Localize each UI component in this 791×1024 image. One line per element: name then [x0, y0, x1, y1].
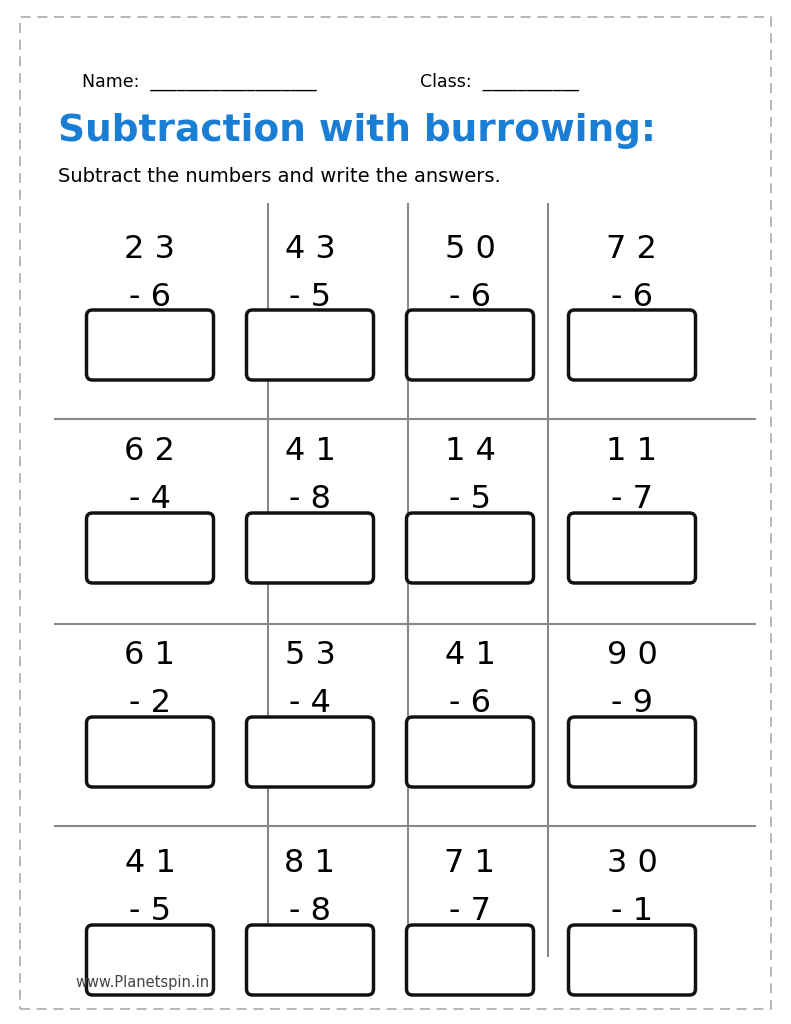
Text: 5 0: 5 0 [445, 233, 495, 264]
FancyBboxPatch shape [569, 925, 695, 995]
Text: - 9: - 9 [611, 688, 653, 720]
FancyBboxPatch shape [247, 717, 373, 787]
Text: 2 3: 2 3 [124, 233, 176, 264]
FancyBboxPatch shape [86, 925, 214, 995]
FancyBboxPatch shape [407, 310, 533, 380]
Text: 1 1: 1 1 [607, 436, 657, 468]
Text: 3 0: 3 0 [607, 849, 657, 880]
Text: Name:  ___________________: Name: ___________________ [82, 73, 316, 91]
Text: 1 4: 1 4 [445, 436, 495, 468]
Text: - 5: - 5 [129, 896, 171, 928]
FancyBboxPatch shape [407, 513, 533, 583]
Text: www.Planetspin.in: www.Planetspin.in [75, 975, 209, 989]
FancyBboxPatch shape [86, 513, 214, 583]
Text: Subtract the numbers and write the answers.: Subtract the numbers and write the answe… [58, 167, 501, 185]
Text: Class:  ___________: Class: ___________ [420, 73, 579, 91]
FancyBboxPatch shape [247, 513, 373, 583]
FancyBboxPatch shape [569, 513, 695, 583]
Text: - 8: - 8 [289, 484, 331, 515]
Text: Subtraction with burrowing:: Subtraction with burrowing: [58, 113, 656, 150]
FancyBboxPatch shape [407, 717, 533, 787]
Text: - 7: - 7 [449, 896, 491, 928]
Text: 9 0: 9 0 [607, 640, 657, 672]
Text: 6 2: 6 2 [124, 436, 176, 468]
Text: - 6: - 6 [129, 282, 171, 312]
Text: - 4: - 4 [129, 484, 171, 515]
Text: - 8: - 8 [289, 896, 331, 928]
FancyBboxPatch shape [569, 310, 695, 380]
FancyBboxPatch shape [569, 717, 695, 787]
FancyBboxPatch shape [247, 925, 373, 995]
Text: - 5: - 5 [449, 484, 491, 515]
Text: - 5: - 5 [289, 282, 331, 312]
Text: - 2: - 2 [129, 688, 171, 720]
FancyBboxPatch shape [407, 925, 533, 995]
Text: 4 1: 4 1 [285, 436, 335, 468]
Text: - 7: - 7 [611, 484, 653, 515]
Text: 7 1: 7 1 [445, 849, 495, 880]
Text: 4 1: 4 1 [124, 849, 176, 880]
Text: 8 1: 8 1 [285, 849, 335, 880]
FancyBboxPatch shape [86, 310, 214, 380]
Text: - 6: - 6 [449, 688, 491, 720]
Text: - 6: - 6 [449, 282, 491, 312]
FancyBboxPatch shape [86, 717, 214, 787]
Text: - 6: - 6 [611, 282, 653, 312]
Text: 5 3: 5 3 [285, 640, 335, 672]
Text: 4 3: 4 3 [285, 233, 335, 264]
Text: 6 1: 6 1 [124, 640, 176, 672]
FancyBboxPatch shape [247, 310, 373, 380]
Text: 7 2: 7 2 [607, 233, 657, 264]
Text: - 1: - 1 [611, 896, 653, 928]
Text: 4 1: 4 1 [445, 640, 495, 672]
Text: - 4: - 4 [289, 688, 331, 720]
